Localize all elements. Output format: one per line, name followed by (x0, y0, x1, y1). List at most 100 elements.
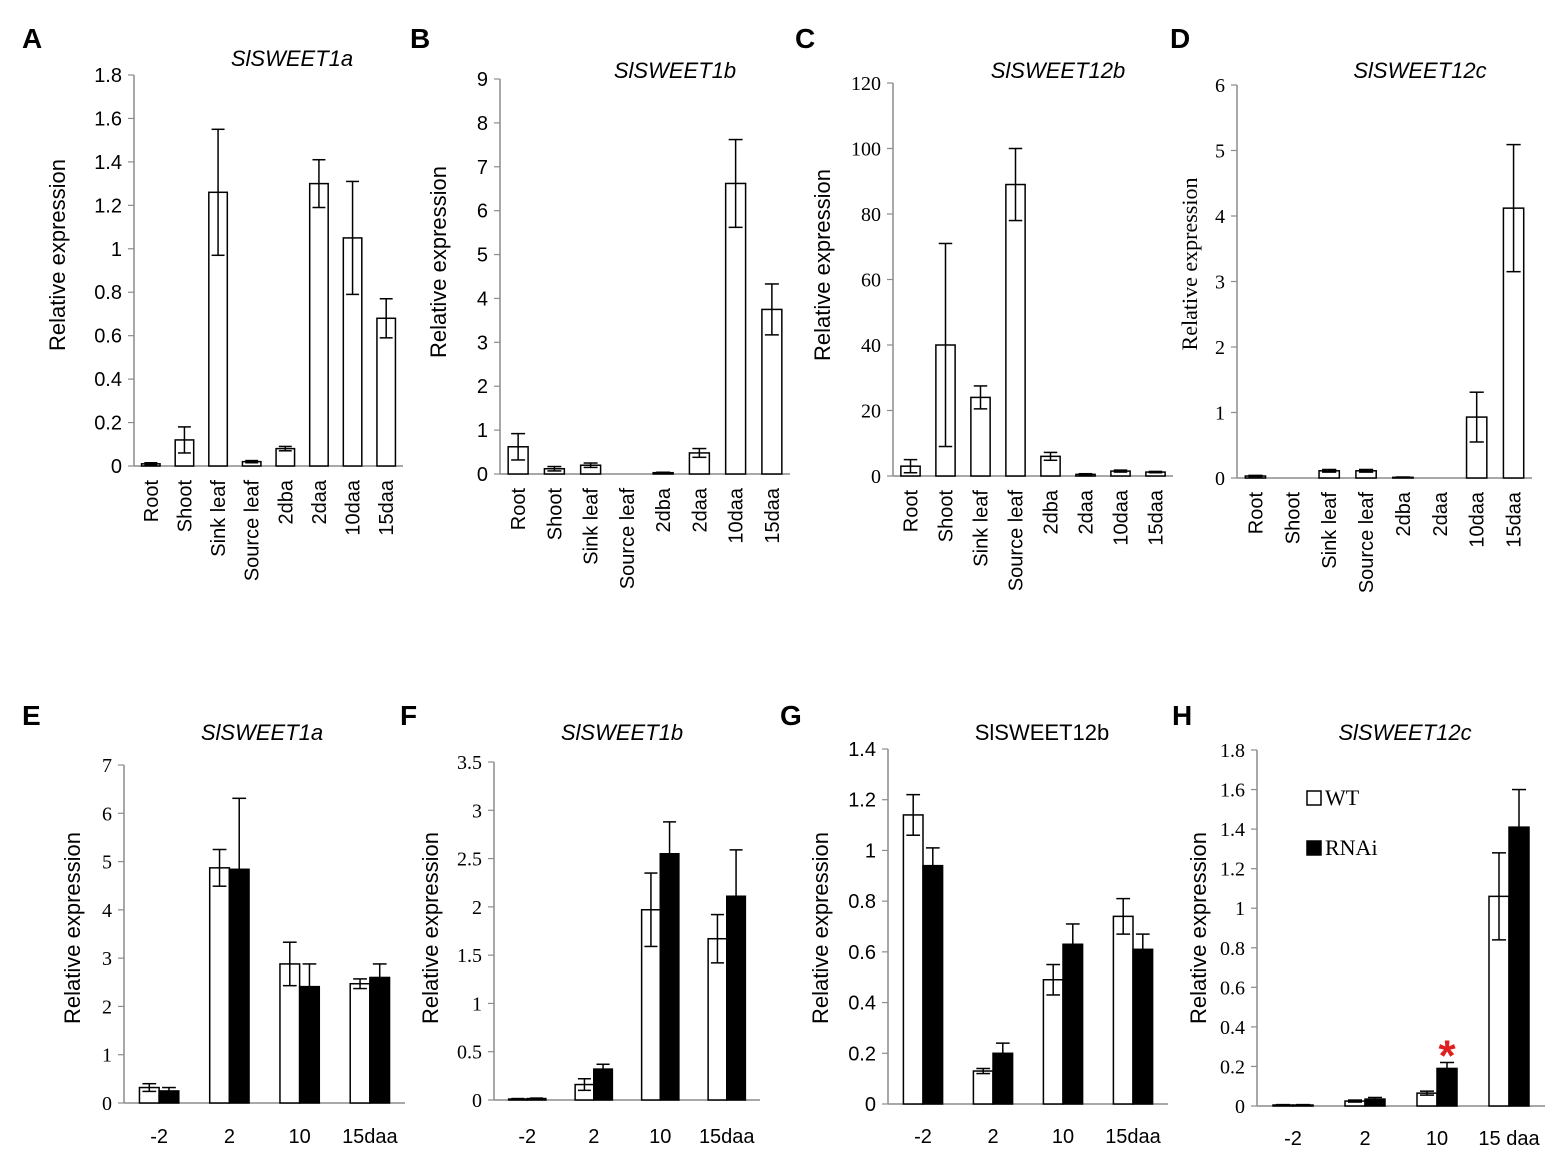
y-tick-label: 1.4 (848, 739, 876, 761)
bar (1005, 183, 1026, 477)
x-tick-label: 10 (289, 1126, 311, 1148)
y-tick-label: 5 (102, 852, 112, 874)
bar (902, 814, 924, 1105)
panel-letter: D (1170, 23, 1190, 54)
y-tick-label: 0.8 (94, 282, 122, 304)
legend-swatch (1306, 840, 1322, 856)
y-tick-label: 0.2 (1220, 1056, 1245, 1078)
x-tick-label: 10daa (726, 487, 748, 543)
bar (1062, 943, 1084, 1105)
bar (659, 852, 680, 1101)
y-tick-label: 2 (102, 996, 112, 1018)
y-axis-label: Relative expression (810, 169, 835, 361)
x-tick-label: 15daa (376, 479, 398, 535)
panel-title: SlSWEET12b (975, 720, 1110, 745)
y-tick-label: 7 (477, 157, 488, 179)
y-tick-label: 0 (111, 456, 122, 478)
panel-letter: C (795, 23, 815, 54)
x-tick-label: 10daa (1111, 489, 1133, 545)
legend-label: RNAi (1325, 835, 1378, 860)
y-tick-label: 6 (102, 803, 112, 825)
y-tick-label: 1.2 (94, 195, 122, 217)
x-tick-label: 2 (1359, 1128, 1370, 1150)
chart-panel-D: D SlSWEET12c Relative expression 0 1 2 3 4 5 6 Roo… (1170, 23, 1532, 593)
y-tick-label: 0.8 (848, 891, 876, 913)
y-tick-label: 1 (1215, 403, 1225, 425)
x-tick-label: -2 (1284, 1128, 1302, 1150)
bar (1132, 948, 1154, 1105)
chart-panel-B: B SlSWEET1b Relative expression 0 1 2 3 4 5 6 7 8 9 R… (410, 23, 790, 589)
y-tick-label: 1.2 (848, 790, 876, 812)
panel-title: SlSWEET12c (1338, 720, 1471, 745)
y-tick-label: 3 (472, 800, 482, 822)
bar (208, 867, 231, 1104)
y-tick-label: 2 (472, 897, 482, 919)
y-tick-label: 60 (861, 270, 881, 292)
x-tick-label: Source leaf (617, 488, 639, 590)
chart-panel-H: H SlSWEET12c Relative expression 0 0.2 0.4 0.6… (1172, 700, 1545, 1150)
y-tick-label: 0 (1215, 468, 1225, 490)
y-tick-label: 1.6 (94, 108, 122, 130)
x-tick-label: Root (1245, 492, 1267, 535)
x-tick-label: 10 (1426, 1128, 1448, 1150)
y-tick-label: 1.8 (94, 65, 122, 87)
x-tick-label: Source leaf (1356, 492, 1378, 594)
panel-title: SlSWEET1a (231, 46, 353, 71)
x-tick-label: Shoot (936, 490, 958, 543)
y-tick-label: 0 (477, 464, 488, 486)
y-tick-label: 1.8 (1220, 740, 1245, 762)
panel-letter: F (400, 700, 417, 731)
x-tick-label: 15daa (1504, 491, 1526, 547)
y-tick-label: 3 (102, 948, 112, 970)
panel-letter: E (22, 700, 41, 731)
x-tick-label: 10daa (343, 479, 365, 535)
x-tick-label: Root (141, 480, 163, 523)
bar (1508, 826, 1530, 1107)
y-tick-label: 20 (861, 401, 881, 423)
y-tick-label: 2 (477, 376, 488, 398)
x-tick-label: -2 (518, 1126, 536, 1148)
legend-label: WT (1325, 785, 1360, 810)
bar (1042, 979, 1064, 1105)
y-tick-label: 80 (861, 204, 881, 226)
x-tick-label: 2daa (1076, 489, 1098, 534)
y-tick-label: 1 (1235, 898, 1245, 920)
x-tick-label: Shoot (544, 488, 566, 541)
x-tick-label: 15 daa (1478, 1128, 1540, 1150)
x-tick-label: 2 (987, 1126, 998, 1148)
y-tick-label: 1.6 (1220, 780, 1245, 802)
y-tick-label: 5 (1215, 141, 1225, 163)
y-tick-label: 2 (1215, 337, 1225, 359)
chart-panel-A: A SlSWEET1a Relative expression 0 0.2 0.4 0.6 0… (22, 23, 403, 581)
chart-panel-C: C SlSWEET12b Relative expression 0 20 40 60 80 1… (795, 23, 1173, 591)
x-tick-label: 2dba (275, 479, 297, 524)
y-tick-label: 0.4 (1220, 1017, 1245, 1039)
y-axis-label: Relative expression (45, 159, 70, 351)
y-tick-label: 8 (477, 113, 488, 135)
bar (376, 317, 397, 467)
y-tick-label: 1.4 (1220, 819, 1245, 841)
y-tick-label: 6 (477, 201, 488, 223)
bar (308, 182, 329, 467)
panel-title: SlSWEET12b (991, 58, 1126, 83)
x-tick-label: 15daa (762, 487, 784, 543)
legend-swatch (1306, 790, 1322, 806)
y-tick-label: 3 (477, 332, 488, 354)
panel-letter: A (22, 23, 42, 54)
y-tick-label: 0 (871, 466, 881, 488)
x-tick-label: 10daa (1467, 491, 1489, 547)
x-tick-label: 2dba (1393, 491, 1415, 536)
panel-title: SlSWEET1b (561, 720, 683, 745)
x-tick-label: Source leaf (1006, 490, 1028, 592)
y-tick-label: 3.5 (457, 752, 482, 774)
panel-title: SlSWEET1b (614, 58, 736, 83)
x-tick-label: 2daa (309, 479, 331, 524)
chart-panel-G: G SlSWEET12b Relative expression 0 0.2 0.4 0.6… (780, 700, 1168, 1148)
y-axis-label: Relative expression (1177, 178, 1202, 351)
y-tick-label: 0.8 (1220, 938, 1245, 960)
y-tick-label: 40 (861, 335, 881, 357)
bar (349, 982, 371, 1104)
y-tick-label: 1 (111, 239, 122, 261)
panel-title: SlSWEET1a (201, 720, 323, 745)
